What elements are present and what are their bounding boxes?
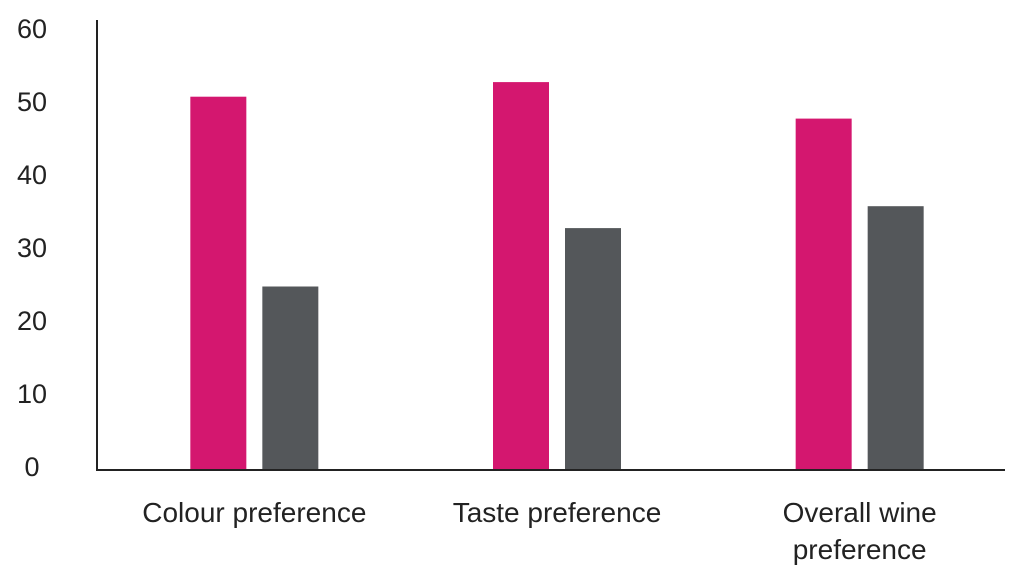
y-tick-label: 0 (24, 452, 39, 482)
y-tick-label: 20 (17, 306, 47, 336)
bar (190, 96, 247, 469)
y-tick-label: 60 (17, 14, 47, 44)
x-tick-label: Taste preference (452, 497, 662, 528)
x-tick-label: Colour preference (142, 497, 367, 528)
y-tick-label: 50 (17, 87, 47, 117)
bar (493, 82, 549, 469)
bar (262, 286, 319, 469)
bar (867, 206, 924, 469)
y-tick-label: 30 (17, 233, 47, 263)
y-tick-label: 10 (17, 379, 47, 409)
bar (795, 118, 852, 469)
x-tick-label: Overall wine preference (782, 497, 937, 565)
bar (565, 228, 621, 469)
y-tick-label: 40 (17, 160, 47, 190)
